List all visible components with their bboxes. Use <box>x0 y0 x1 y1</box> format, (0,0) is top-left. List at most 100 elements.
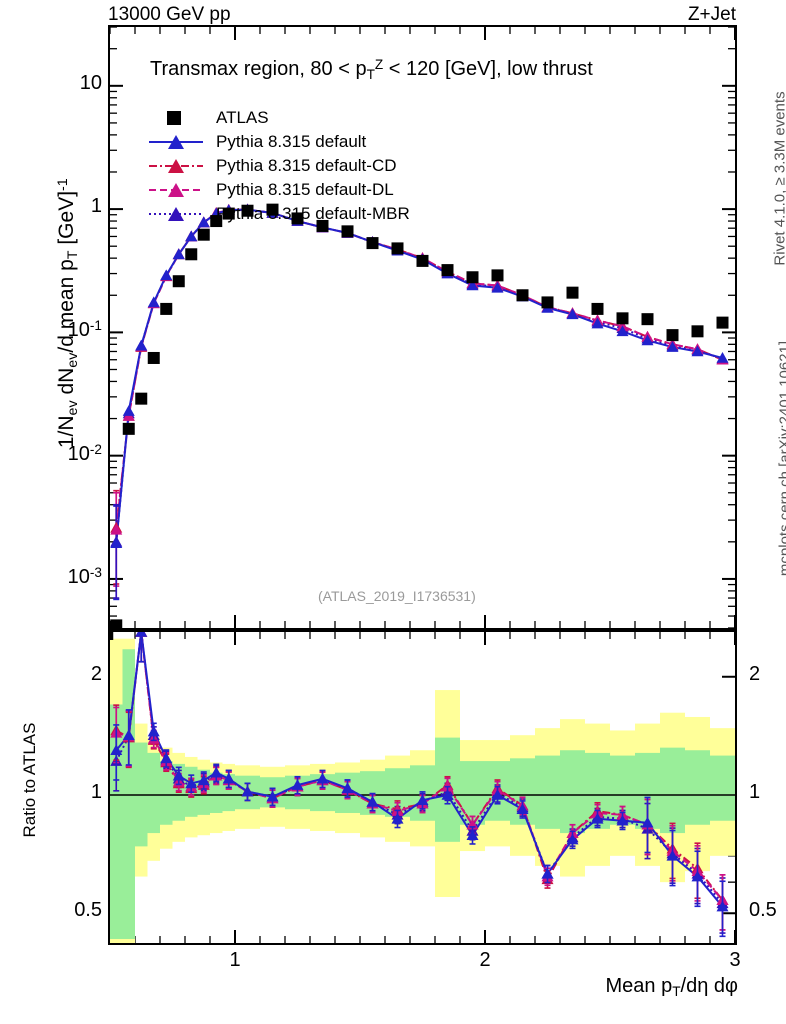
legend-key-4 <box>148 204 204 224</box>
ratio-marker-triangle <box>341 782 354 794</box>
legend-item-1: Pythia 8.315 default <box>148 130 410 154</box>
legend-key-1 <box>148 132 204 152</box>
main-marker-triangle <box>147 296 160 308</box>
main-marker-atlas <box>135 392 148 405</box>
ratio-marker-triangle <box>172 769 185 781</box>
main-ytick-label-3: 10-2 <box>67 441 102 465</box>
main-marker-atlas <box>160 302 173 315</box>
main-marker-triangle <box>566 308 579 320</box>
main-marker-atlas <box>716 316 729 329</box>
ratio-marker-atlas-underflow <box>110 632 114 640</box>
main-marker-triangle <box>135 339 148 351</box>
main-marker-atlas <box>566 286 579 299</box>
ratio-ytick-label-left-2: 0.5 <box>74 899 102 922</box>
ratio-marker-triangle <box>591 812 604 824</box>
main-marker-atlas <box>241 204 254 217</box>
ratio-ytick-label-right-2: 0.5 <box>749 899 777 922</box>
main-marker-atlas <box>291 212 304 225</box>
ratio-marker-triangle <box>441 789 454 800</box>
ratio-marker-triangle <box>366 795 379 807</box>
legend-triangle-marker <box>168 135 184 149</box>
ratio-y-axis-title: Ratio to ATLAS <box>20 722 39 838</box>
ratio-marker-triangle <box>185 777 198 789</box>
xtick-label-0: 1 <box>229 949 241 971</box>
main-marker-atlas <box>147 351 160 364</box>
main-marker-triangle <box>591 317 604 329</box>
main-marker-atlas <box>341 225 354 238</box>
main-marker-triangle <box>466 279 479 291</box>
ratio-marker-triangle <box>110 744 123 756</box>
ratio-inner-band <box>122 649 135 939</box>
ratio-inner-band <box>535 755 560 829</box>
main-marker-atlas <box>666 329 679 342</box>
ratio-ytick-label-right-1: 1 <box>749 781 761 803</box>
main-marker-atlas <box>441 264 454 277</box>
ratio-marker-triangle <box>416 794 429 806</box>
ratio-marker-triangle <box>241 785 254 797</box>
main-marker-atlas <box>491 269 504 282</box>
main-y-axis-title: 1/Nev dNev/d mean pT [GeV]-1 <box>54 178 82 449</box>
ratio-marker-triangle <box>147 725 160 737</box>
ratio-marker-triangle <box>616 814 629 826</box>
legend-item-0: ATLAS <box>148 106 410 130</box>
ratio-inner-band <box>460 761 485 825</box>
ratio-marker-triangle <box>566 833 579 845</box>
legend-key-3 <box>148 180 204 200</box>
ratio-marker-triangle <box>691 870 704 882</box>
main-marker-triangle <box>110 537 123 548</box>
main-marker-atlas <box>616 312 629 325</box>
main-ytick-label-0: 10 <box>79 71 102 94</box>
xtick-label-1: 2 <box>479 949 491 971</box>
ratio-marker-triangle <box>641 816 654 828</box>
main-plot-canvas <box>110 27 735 628</box>
legend-label-4: Pythia 8.315 default-MBR <box>216 204 410 223</box>
ratio-inner-band <box>160 761 173 825</box>
ratio-inner-band <box>560 750 585 834</box>
main-marker-atlas <box>197 228 210 241</box>
ratio-marker-triangle <box>210 766 223 778</box>
ratio-marker-triangle <box>391 812 404 824</box>
ratio-inner-band <box>685 750 710 825</box>
ratio-marker-triangle <box>291 779 304 790</box>
main-marker-triangle <box>616 325 629 337</box>
main-marker-triangle <box>716 351 729 363</box>
main-marker-atlas <box>122 422 135 435</box>
main-marker-atlas <box>210 215 223 228</box>
main-marker-atlas <box>641 313 654 326</box>
ratio-inner-band <box>660 747 685 834</box>
main-plot-panel <box>108 25 737 630</box>
x-axis-title: Mean pT/dη dφ <box>605 975 738 999</box>
legend-item-2: Pythia 8.315 default-CD <box>148 154 410 178</box>
main-ytick-label-4: 10-3 <box>67 564 102 589</box>
legend: ATLAS Pythia 8.315 default Pythia 8.315 de… <box>148 106 410 226</box>
legend-triangle-marker <box>168 207 184 221</box>
mcplots-source-label: mcplots.cern.ch [arXiv:2401.10621] <box>776 340 786 577</box>
legend-square-marker <box>167 111 181 125</box>
main-marker-triangle <box>110 523 123 535</box>
ratio-inner-band <box>210 772 223 813</box>
ratio-ytick-label-left-0: 2 <box>90 662 102 685</box>
ratio-marker-triangle <box>316 772 329 784</box>
xtick-label-2: 3 <box>729 949 741 971</box>
ratio-marker-triangle <box>160 752 173 764</box>
ratio-ytick-label-right-0: 2 <box>749 662 761 685</box>
legend-label-0: ATLAS <box>216 108 269 127</box>
main-marker-atlas <box>466 271 479 284</box>
ratio-plot-panel <box>108 630 737 945</box>
legend-key-2 <box>148 156 204 176</box>
main-marker-atlas <box>110 619 123 628</box>
main-marker-triangle <box>691 345 704 357</box>
main-marker-triangle <box>641 334 654 346</box>
legend-item-3: Pythia 8.315 default-DL <box>148 178 410 202</box>
legend-key-0 <box>148 108 204 128</box>
legend-triangle-marker <box>168 183 184 197</box>
main-marker-atlas <box>366 237 379 250</box>
main-marker-triangle <box>185 230 198 242</box>
ratio-plot-canvas <box>110 632 735 943</box>
ratio-marker-triangle <box>222 772 235 784</box>
ratio-marker-triangle <box>666 849 679 861</box>
main-marker-atlas <box>185 248 198 261</box>
main-marker-atlas <box>591 302 604 315</box>
main-marker-triangle <box>160 269 173 281</box>
ratio-marker-triangle <box>491 789 504 800</box>
